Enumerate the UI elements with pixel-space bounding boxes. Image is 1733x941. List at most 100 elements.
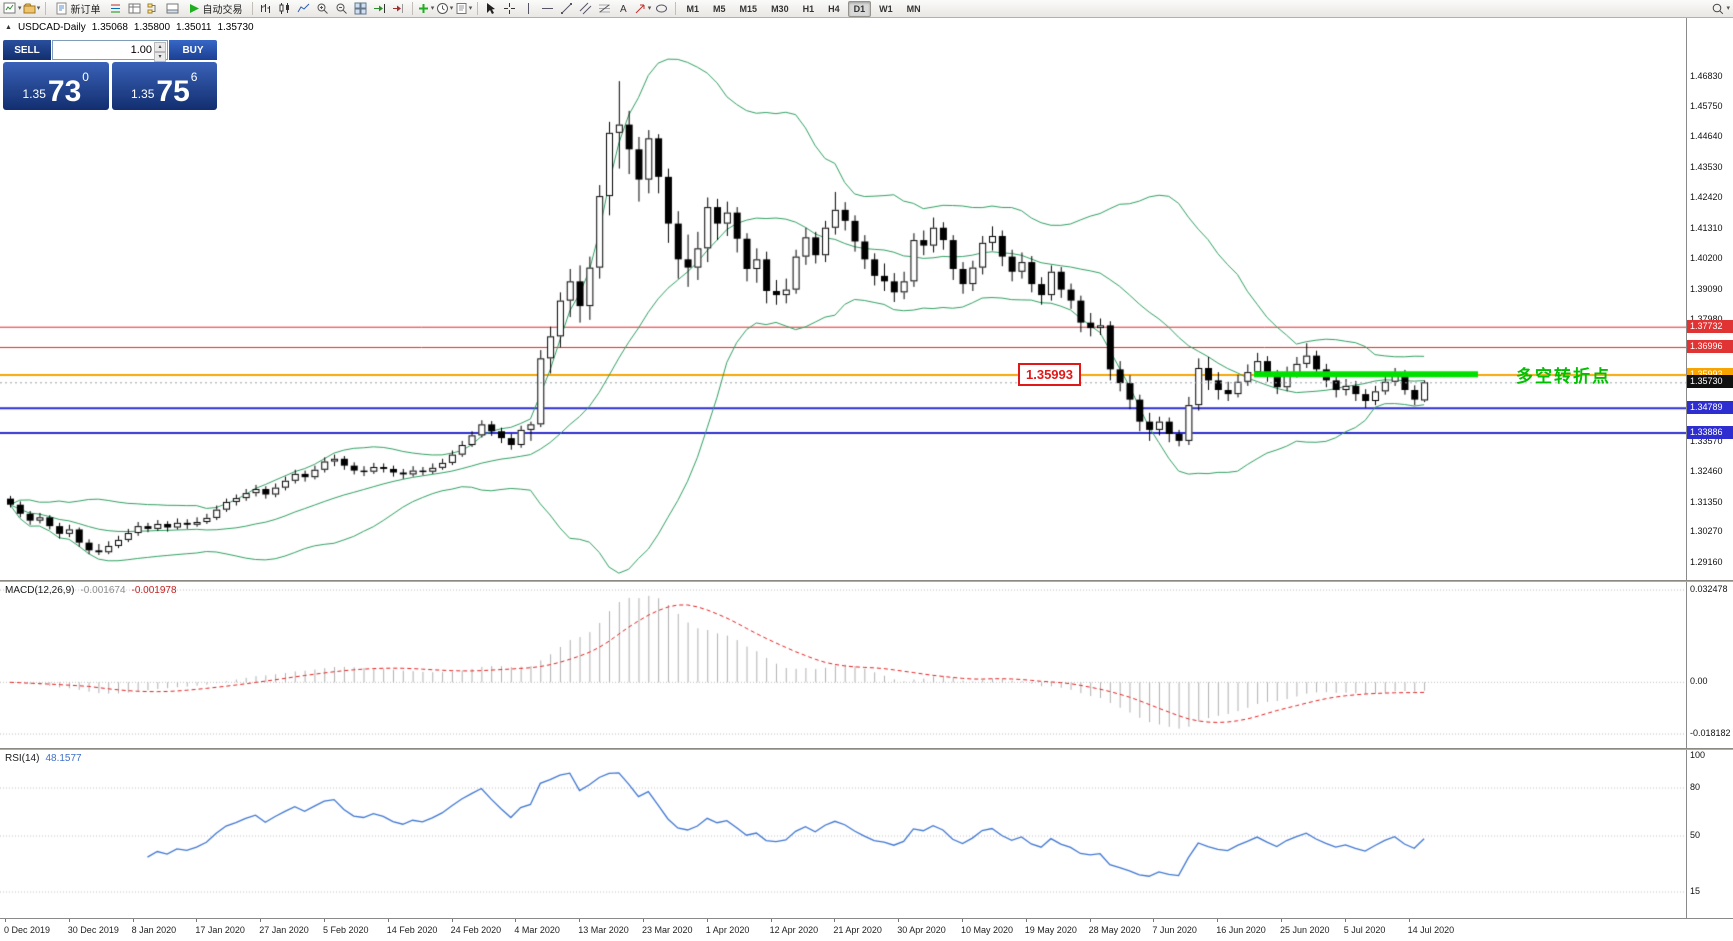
time-axis-label: 24 Feb 2020 — [450, 925, 502, 935]
market-watch-button[interactable] — [107, 1, 125, 17]
templates-button[interactable]: ▾ — [455, 1, 473, 17]
new-order-button[interactable]: 新订单 — [50, 1, 106, 17]
price-tick-label: 1.42420 — [1690, 192, 1723, 203]
rsi-value: 48.1577 — [45, 753, 82, 764]
timeframe-mn[interactable]: MN — [906, 3, 921, 14]
text-tool-button[interactable]: A — [615, 1, 633, 17]
macd-axis[interactable]: 0.032478 0.00 -0.018182 — [1686, 582, 1733, 748]
panel-splitter[interactable] — [0, 580, 1733, 582]
terminal-icon — [166, 3, 179, 14]
sell-button[interactable]: SELL — [3, 40, 51, 60]
profiles-button[interactable]: ▾ — [23, 1, 41, 17]
toolbar-separator — [674, 2, 676, 15]
caret-down-icon: ▾ — [449, 4, 454, 12]
indicators-button[interactable]: ▾ — [417, 1, 435, 17]
volume-value: 1.00 — [130, 44, 152, 56]
time-axis-label: 25 Jun 2020 — [1280, 925, 1330, 935]
time-axis-label: 21 Apr 2020 — [833, 925, 882, 935]
price-axis[interactable]: 1.46830 1.45750 1.44640 1.43530 1.42420 1.413… — [1686, 18, 1733, 580]
time-axis-label: 5 Feb 2020 — [323, 925, 369, 935]
ohlc-open-value: 1.35068 — [91, 22, 128, 33]
timeframe-h1[interactable]: H1 — [802, 3, 815, 14]
time-axis-label: 30 Dec 2019 — [67, 925, 119, 935]
buy-price-display[interactable]: 1.35 75 6 — [111, 62, 217, 110]
autotrade-button[interactable]: 自动交易 — [183, 1, 248, 17]
tile-windows-button[interactable] — [352, 1, 370, 17]
chart-shift-icon — [393, 4, 404, 13]
rsi-axis-label: 100 — [1690, 750, 1706, 760]
timeframe-w1[interactable]: W1 — [879, 3, 893, 14]
timeframe-m1[interactable]: M1 — [686, 3, 700, 14]
panel-splitter[interactable] — [0, 748, 1733, 750]
arrows-tool-button[interactable]: ▾ — [634, 1, 652, 17]
zoom-in-button[interactable] — [314, 1, 332, 17]
one-click-trading-panel: SELL 1.00 ▴ ▾ BUY 1.35 73 0 1.35 — [3, 40, 217, 110]
time-axis[interactable]: 0 Dec 2019 30 Dec 2019 8 Jan 2020 17 Jan 20… — [0, 918, 1733, 941]
data-window-button[interactable] — [126, 1, 144, 17]
price-tick-label: 1.37980 — [1690, 314, 1723, 325]
cursor-button[interactable] — [482, 1, 500, 17]
time-axis-tick — [1153, 919, 1155, 922]
buy-price-prefix: 1.35 — [131, 87, 155, 101]
volume-increase-button[interactable]: ▴ — [154, 42, 166, 52]
bar-chart-button[interactable] — [257, 1, 275, 17]
crosshair-button[interactable] — [501, 1, 519, 17]
timeframe-d1[interactable]: D1 — [847, 0, 872, 17]
ohlc-high-value: 1.35800 — [133, 22, 171, 33]
equidistant-channel-button[interactable] — [577, 1, 595, 17]
price-axis-badge: 1.34789 — [1687, 401, 1733, 415]
zoom-in-icon — [317, 3, 328, 14]
new-chart-icon — [3, 2, 16, 14]
line-chart-button[interactable] — [295, 1, 313, 17]
symbol-search-button[interactable]: ▾ — [1711, 1, 1730, 17]
candlestick-chart-button[interactable] — [276, 1, 294, 17]
trendline-button[interactable] — [558, 1, 576, 17]
main-chart-canvas[interactable] — [0, 18, 1686, 580]
price-tick-label: 1.43530 — [1690, 161, 1723, 172]
vertical-line-icon — [528, 3, 530, 14]
navigator-button[interactable] — [145, 1, 163, 17]
time-axis-label: 12 Apr 2020 — [769, 925, 819, 935]
terminal-button[interactable] — [164, 1, 182, 17]
timeframe-m5[interactable]: M5 — [713, 3, 726, 14]
new-chart-button[interactable]: ▾ — [3, 1, 22, 17]
buy-price-pipette: 6 — [190, 70, 198, 84]
price-tick-label: 1.41310 — [1690, 222, 1723, 233]
chart-shift-button[interactable] — [390, 1, 408, 17]
macd-signal-value: -0.001978 — [131, 585, 177, 596]
auto-scroll-button[interactable] — [371, 1, 389, 17]
horizontal-line-button[interactable] — [539, 1, 557, 17]
time-axis-tick — [196, 919, 198, 922]
volume-decrease-button[interactable]: ▾ — [154, 52, 166, 62]
sell-price-big-digits: 73 — [47, 75, 82, 108]
time-axis-label: 17 Jan 2020 — [195, 925, 245, 935]
shapes-tool-button[interactable] — [653, 1, 671, 17]
vertical-line-button[interactable] — [520, 1, 538, 17]
periods-clock-icon — [436, 3, 448, 14]
timeframe-h4[interactable]: H4 — [828, 3, 840, 14]
macd-canvas[interactable] — [0, 582, 1686, 748]
tile-windows-icon — [354, 2, 367, 15]
time-axis-tick — [260, 919, 262, 922]
ellipse-shape-icon — [656, 4, 668, 13]
periods-button[interactable]: ▾ — [436, 1, 454, 17]
volume-input[interactable]: 1.00 ▴ ▾ — [52, 40, 168, 62]
timeframe-m30[interactable]: M30 — [771, 3, 789, 14]
price-callout-label[interactable]: 1.35993 — [1018, 363, 1081, 387]
one-click-collapse-toggle[interactable]: ▲ — [5, 24, 12, 31]
svg-text:A: A — [620, 4, 627, 15]
fibonacci-button[interactable] — [596, 1, 614, 17]
rsi-axis[interactable]: 100 80 50 15 — [1686, 750, 1733, 918]
timeframe-m15[interactable]: M15 — [739, 3, 758, 14]
rsi-indicator-label: RSI(14) 48.1577 — [5, 753, 82, 764]
pivot-point-annotation-text[interactable]: 多空转折点 — [1516, 366, 1611, 386]
trendline-icon — [561, 3, 573, 14]
buy-button[interactable]: BUY — [169, 40, 217, 60]
sell-price-display[interactable]: 1.35 73 0 — [3, 62, 109, 110]
time-axis-label: 8 Jan 2020 — [131, 925, 177, 935]
price-axis-badge: 1.33886 — [1687, 426, 1733, 439]
zoom-out-button[interactable] — [333, 1, 351, 17]
caret-down-icon: ▾ — [18, 4, 22, 12]
rsi-canvas[interactable] — [0, 750, 1686, 918]
